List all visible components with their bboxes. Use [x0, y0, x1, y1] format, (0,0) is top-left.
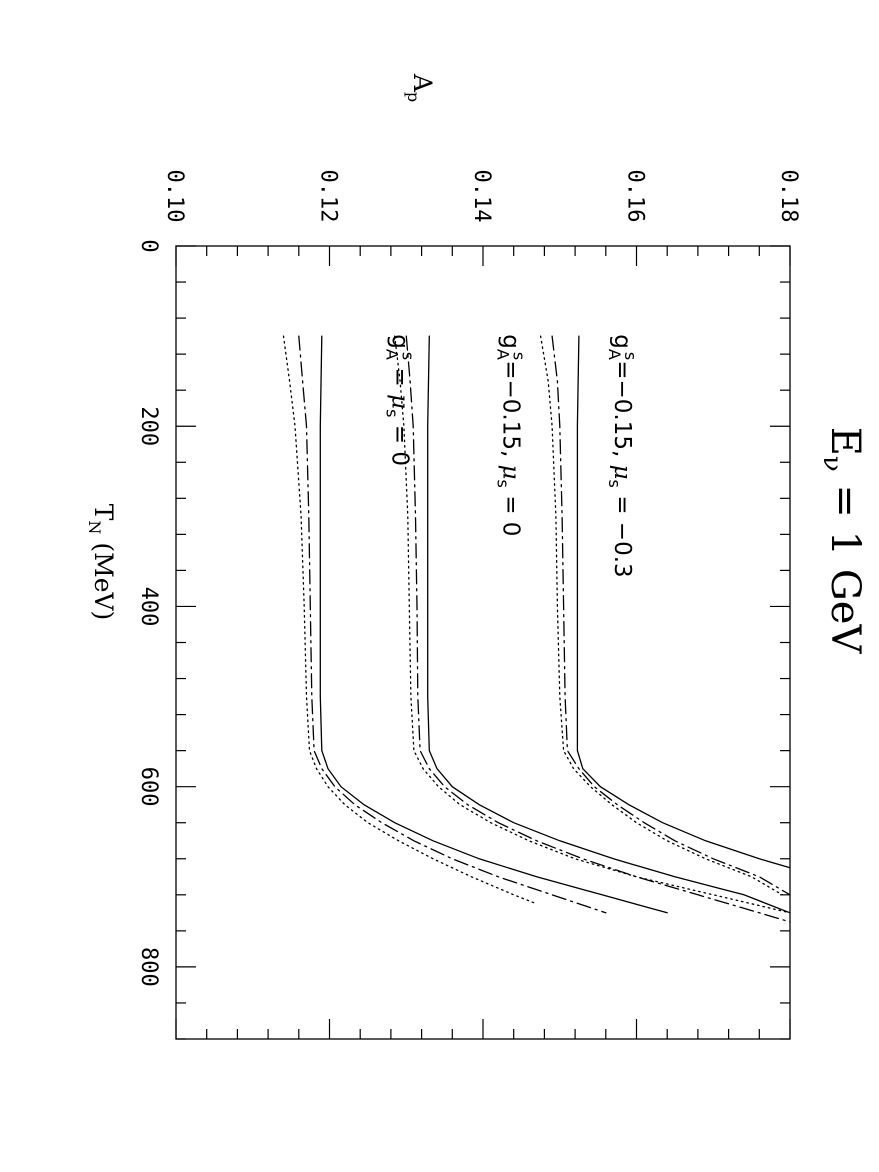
y-tick-labels: 0.10 0.12 0.14 0.16 0.18: [162, 170, 801, 223]
y-tick-label: 0.18: [776, 170, 801, 223]
y-tick-label: 0.10: [162, 170, 187, 223]
plot-frame: [175, 245, 791, 1040]
series-line-dotted-5: [394, 335, 791, 914]
x-tick-label: 400: [136, 587, 161, 627]
series-line-solid-3: [427, 335, 791, 914]
minor-ticks: [176, 246, 790, 1040]
chart-title: Eν = 1 GeV: [817, 427, 868, 655]
x-tick-label: 600: [136, 767, 161, 807]
curves: [282, 335, 791, 923]
series-line-dashdot-4: [405, 335, 791, 923]
x-tick-labels: 0 200 400 600 800: [136, 239, 161, 986]
series-line-dotted-8: [282, 335, 538, 905]
y-tick-label: 0.16: [623, 170, 648, 223]
series-line-solid-6: [319, 335, 668, 914]
series-line-dashdot-1: [551, 335, 791, 896]
x-tick-label: 800: [136, 947, 161, 987]
series-line-dotted-2: [539, 335, 783, 896]
x-tick-label: 200: [136, 406, 161, 446]
x-tick-label: 0: [136, 239, 161, 252]
series-annotation: gAs=−0.15, μs = −0.3: [605, 334, 640, 577]
series-annotation: gAs = μs = 0: [382, 334, 417, 466]
x-axis-label: TN (MeV): [85, 504, 118, 621]
y-tick-label: 0.14: [469, 170, 494, 223]
series-annotation: gAs=−0.15, μs = 0: [494, 334, 529, 536]
major-ticks: [175, 245, 791, 1039]
y-axis-label: Ap: [404, 73, 437, 102]
annotations: gAs=−0.15, μs = −0.3 gAs=−0.15, μs = 0 g…: [382, 334, 640, 577]
series-line-solid-0: [576, 335, 791, 869]
series-line-dashdot-7: [298, 335, 607, 914]
y-tick-label: 0.12: [316, 170, 341, 223]
